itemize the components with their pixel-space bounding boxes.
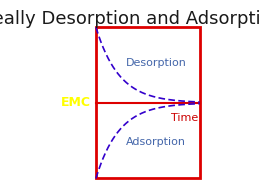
Text: Time: Time (171, 113, 198, 123)
Text: Adsorption: Adsorption (126, 137, 186, 147)
Text: Desorption: Desorption (126, 58, 186, 68)
Text: EMC: EMC (61, 96, 91, 109)
Text: Ideally Desorption and Adsorption: Ideally Desorption and Adsorption (0, 10, 259, 28)
